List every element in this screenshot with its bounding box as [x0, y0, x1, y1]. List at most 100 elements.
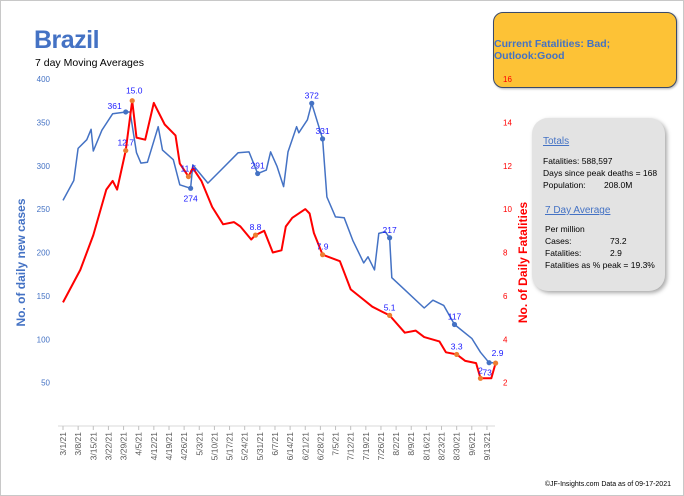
x-tick-label: 8/16/21 [421, 432, 431, 461]
population-value: 208.0M [604, 180, 633, 190]
avg-heading: 7 Day Average [545, 205, 611, 216]
data-label: 15.0 [126, 86, 143, 96]
deaths-line [62, 99, 497, 380]
x-tick-label: 5/3/21 [194, 432, 204, 456]
data-label: 2 [478, 365, 483, 375]
y2-tick-label: 12 [503, 162, 512, 171]
y2-tick-label: 2 [503, 379, 508, 388]
page-title: Brazil [34, 26, 100, 54]
x-tick-label: 6/14/21 [285, 432, 295, 461]
totals-heading: Totals [543, 136, 570, 147]
x-tick-label: 7/19/21 [361, 432, 371, 461]
x-tick-label: 5/24/21 [240, 432, 250, 461]
cases-value: 73.2 [610, 236, 627, 246]
days-since-peak: Days since peak deaths = 168 [543, 168, 658, 178]
x-tick-label: 4/19/21 [164, 432, 174, 461]
y-tick-label: 50 [41, 379, 50, 388]
x-tick-label: 3/22/21 [103, 432, 113, 461]
y-tick-label: 300 [37, 162, 51, 171]
status-badge: Current Fatalities: Bad; Outlook:Good [493, 12, 677, 88]
x-tick-label: 7/12/21 [346, 432, 356, 461]
total-fatalities: Fatalities: 588,597 [543, 156, 613, 166]
x-tick-label: 3/1/21 [58, 432, 68, 456]
y2-axis-title: No. of Daily Fatalities [516, 201, 530, 323]
y-tick-label: 200 [37, 249, 51, 258]
data-label: 117 [448, 312, 462, 322]
population-label: Population: [543, 180, 586, 190]
data-label: 12.7 [117, 138, 134, 148]
stats-panel: Totals Fatalities: 588,597 Days since pe… [532, 118, 665, 291]
deaths-marker [123, 147, 129, 154]
data-label: 361 [108, 101, 122, 111]
fatalities-pct-peak: Fatalities as % peak = 19.3% [545, 260, 655, 270]
cases-marker [255, 170, 261, 177]
cases-marker [451, 321, 458, 328]
y-tick-label: 400 [37, 75, 51, 84]
data-label: 73 [482, 368, 492, 378]
cases-line [62, 102, 494, 364]
y-axis-title: No. of daily new cases [14, 198, 28, 326]
y-tick-label: 150 [37, 292, 51, 301]
x-tick-label: 8/9/21 [406, 432, 416, 456]
x-tick-label: 5/10/21 [209, 432, 219, 461]
x-tick-label: 8/30/21 [452, 432, 462, 461]
x-tick-label: 5/31/21 [255, 432, 265, 461]
data-label: 372 [305, 90, 319, 100]
deaths-marker [319, 252, 326, 258]
cases-marker [387, 235, 393, 241]
x-tick-label: 6/21/21 [300, 432, 310, 461]
x-tick-label: 3/29/21 [119, 432, 129, 461]
x-tick-label: 4/12/21 [149, 432, 159, 461]
per-million: Per million [545, 224, 585, 234]
y-tick-label: 250 [37, 205, 51, 214]
x-tick-label: 5/17/21 [225, 432, 235, 461]
cases-marker [319, 136, 326, 142]
deaths-marker [454, 351, 460, 358]
data-label: 331 [315, 126, 329, 136]
deaths-marker [129, 98, 135, 104]
data-label: 7.9 [317, 242, 329, 252]
data-label: 11.5 [180, 164, 196, 174]
cases-label: Cases: [545, 236, 572, 246]
cases-marker [123, 109, 129, 115]
y2-tick-label: 6 [503, 292, 508, 301]
x-tick-label: 4/26/21 [179, 432, 189, 461]
x-tick-label: 8/23/21 [437, 432, 447, 461]
y2-tick-label: 16 [503, 75, 512, 84]
data-label: 8.8 [250, 222, 262, 232]
x-tick-label: 6/7/21 [270, 432, 280, 456]
x-tick-label: 7/5/21 [331, 432, 341, 456]
data-label: 291 [251, 161, 265, 171]
x-tick-label: 8/2/21 [391, 432, 401, 456]
y2-tick-label: 14 [503, 118, 512, 127]
y2-tick-label: 8 [503, 249, 508, 258]
deaths-marker [387, 312, 393, 318]
fatalities-label: Fatalities: [545, 248, 582, 258]
x-tick-label: 4/5/21 [134, 432, 144, 456]
cases-marker [188, 185, 194, 191]
y2-tick-label: 4 [503, 335, 508, 344]
x-tick-label: 6/28/21 [315, 432, 325, 461]
deaths-marker [252, 232, 259, 238]
data-label: 3.3 [451, 341, 463, 351]
data-label: 217 [383, 225, 397, 235]
y-tick-label: 350 [37, 118, 51, 127]
chart-subtitle: 7 day Moving Averages [35, 57, 144, 69]
footer-credit: ©JF-Insights.com Data as of 09-17-2021 [544, 481, 671, 488]
fatalities-value: 2.9 [610, 248, 622, 258]
cases-marker [309, 100, 315, 106]
data-label: 2.9 [492, 348, 504, 358]
x-tick-label: 9/13/21 [482, 432, 492, 461]
y-tick-label: 100 [37, 335, 51, 344]
status-text: Current Fatalities: Bad; Outlook:Good [494, 38, 611, 62]
x-tick-label: 9/6/21 [467, 432, 477, 456]
y2-tick-label: 10 [503, 205, 512, 214]
x-tick-label: 3/8/21 [73, 432, 83, 456]
data-label: 5.1 [384, 302, 396, 312]
data-label: 274 [184, 193, 198, 203]
deaths-marker [477, 375, 484, 381]
cases-marker [486, 360, 492, 366]
x-tick-label: 7/26/21 [376, 432, 386, 461]
deaths-marker [185, 173, 192, 180]
